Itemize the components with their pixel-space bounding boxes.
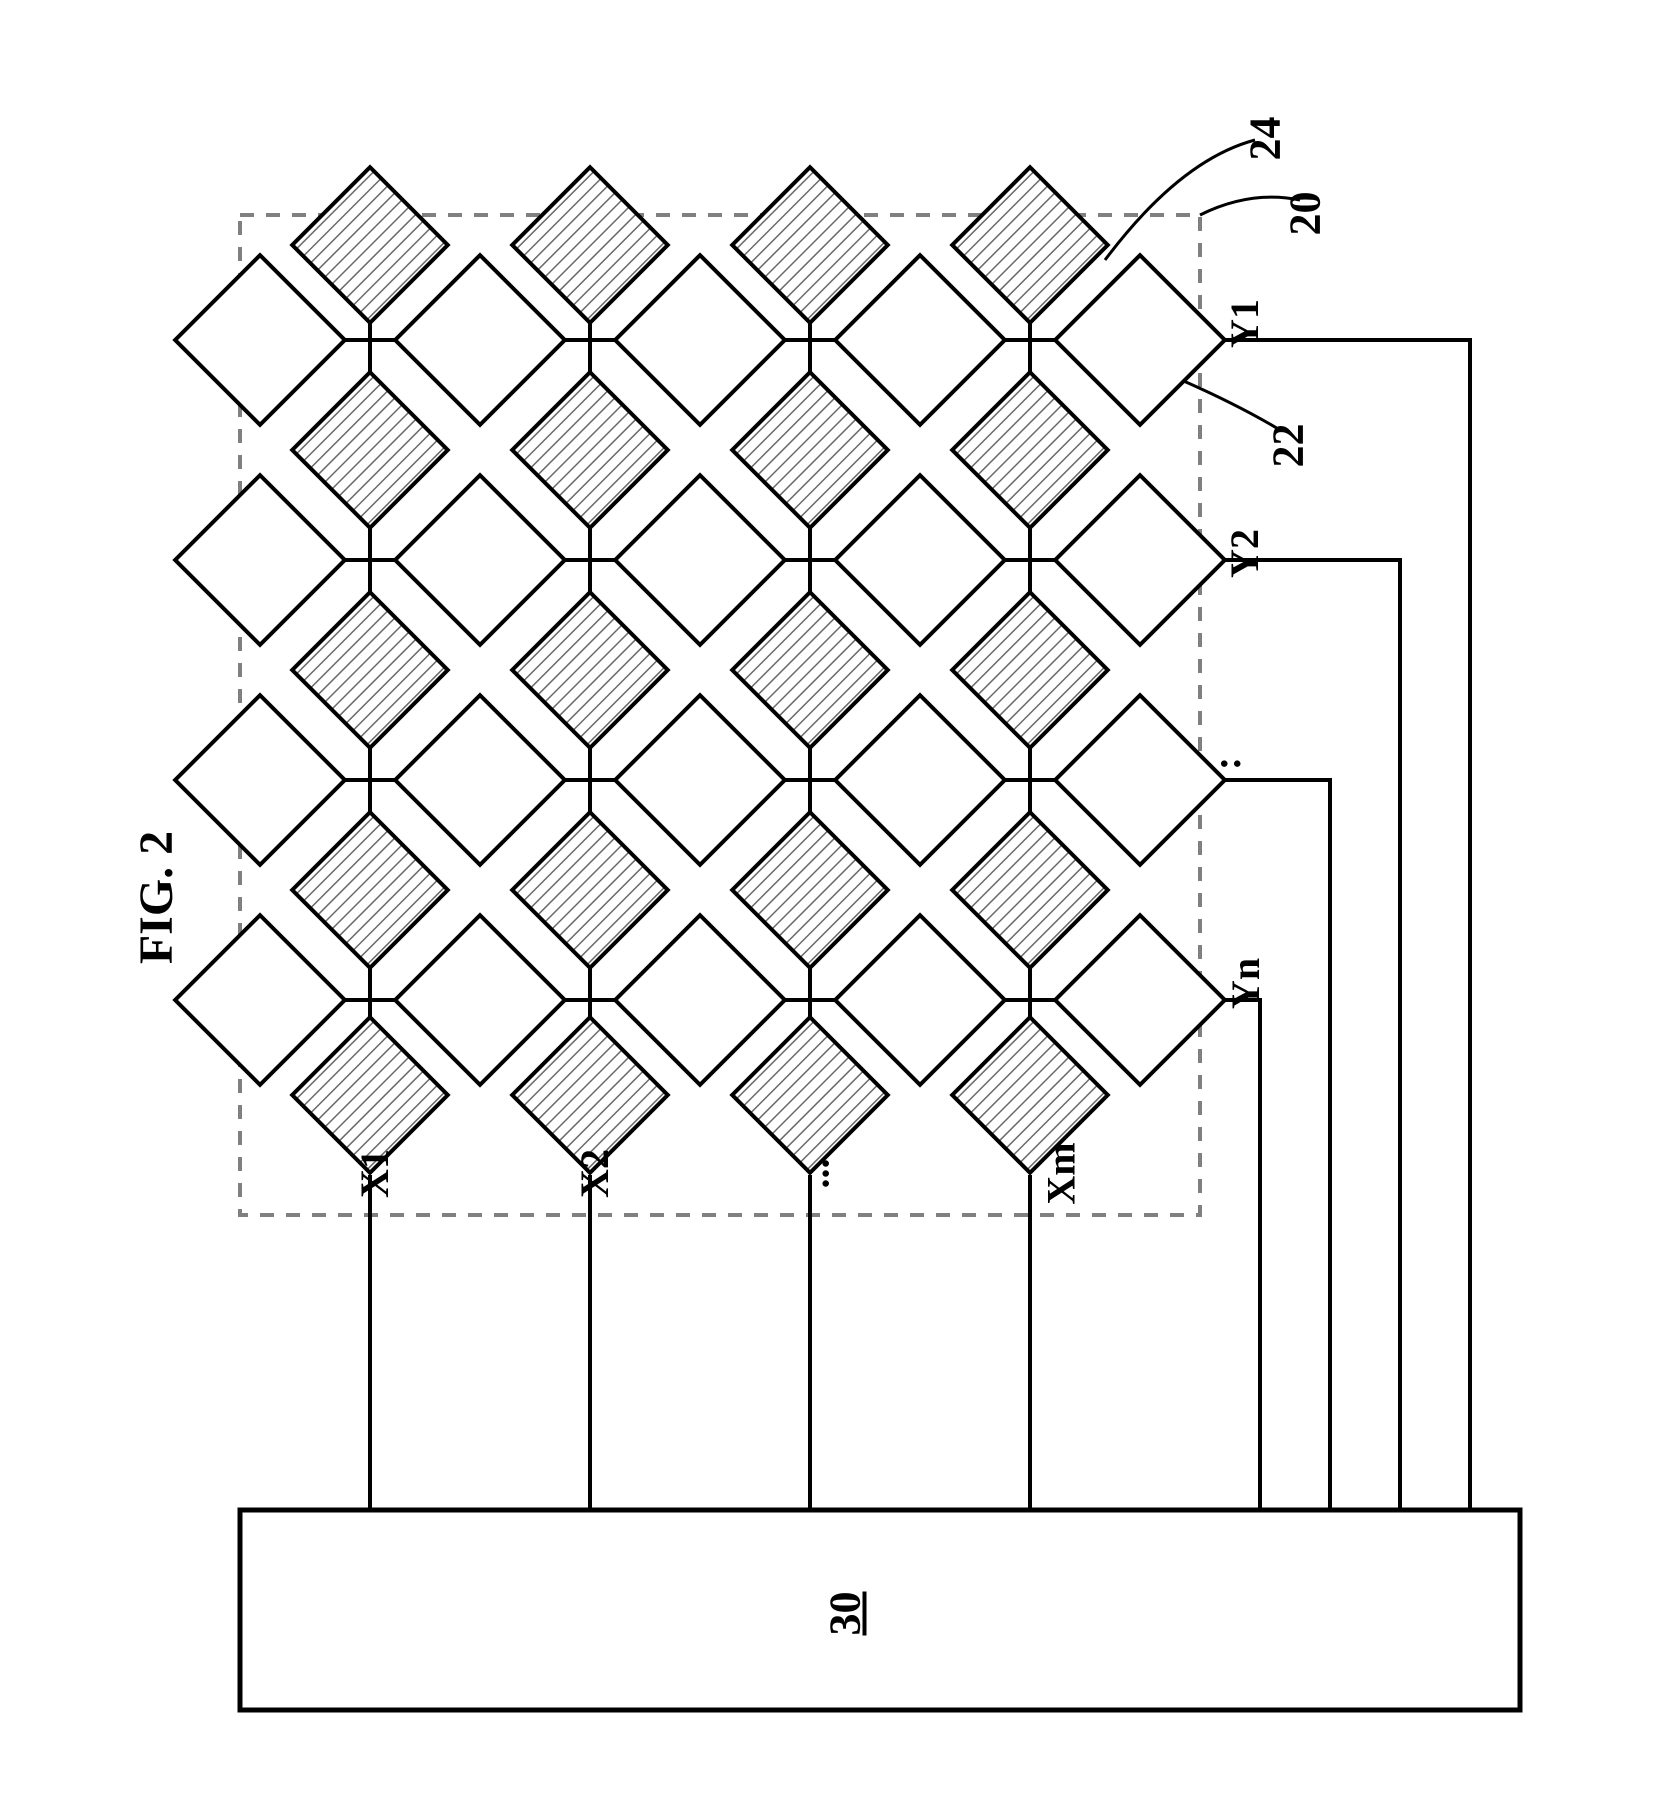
ref-panel-20: 20	[1280, 192, 1331, 236]
lead-line-24	[1105, 140, 1255, 260]
label-y1: Y1	[1221, 299, 1268, 348]
label-x1: X1	[351, 1149, 398, 1198]
electrode-grid	[175, 167, 1225, 1173]
y-row-2	[175, 475, 1225, 645]
y-row-3	[175, 695, 1225, 865]
ref-electrode-24: 24	[1240, 117, 1291, 161]
figure-wrapper: FIG. 2 20 22 24 30 Y1 Y2 : Yn X1 X2 ... …	[40, 40, 1640, 1760]
y-leads	[1225, 340, 1470, 1510]
label-x-ellipsis: ...	[792, 1159, 839, 1189]
figure-title: FIG. 2	[129, 831, 184, 964]
label-xm: Xm	[1038, 1142, 1085, 1204]
label-yn: Yn	[1222, 958, 1269, 1009]
label-y-ellipsis: :	[1203, 757, 1250, 770]
label-x2: X2	[571, 1149, 618, 1198]
ref-controller-30: 30	[820, 1592, 871, 1636]
controller-block	[240, 1510, 1520, 1710]
ref-electrode-22: 22	[1263, 424, 1314, 468]
x-leads	[370, 1175, 1030, 1510]
label-y2: Y2	[1221, 529, 1268, 578]
diagram-svg	[40, 40, 1640, 1760]
